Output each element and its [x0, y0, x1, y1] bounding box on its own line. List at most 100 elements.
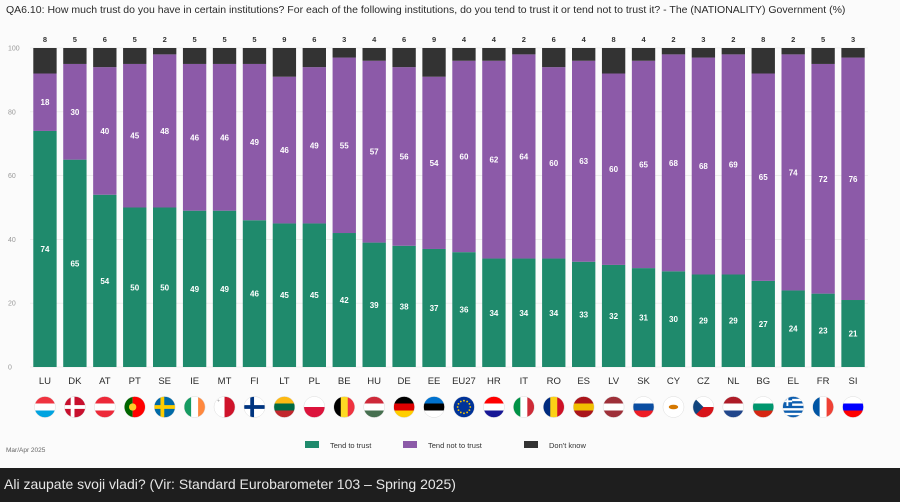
category-label: CY: [667, 376, 681, 387]
category-label: FI: [250, 376, 258, 387]
dont-know-value-label: 2: [522, 35, 526, 44]
trust-segment: [242, 220, 267, 367]
flag-icon: [94, 396, 116, 418]
not-trust-segment: [63, 63, 87, 160]
flag-icon: [662, 396, 685, 418]
y-tick-label: 80: [8, 109, 16, 116]
category-label: IE: [190, 376, 199, 387]
not-trust-value-label: 48: [160, 127, 169, 136]
trust-segment: [302, 223, 326, 367]
flag-icon: [513, 396, 535, 418]
category-label: IT: [520, 376, 529, 387]
not-trust-value-label: 45: [130, 132, 139, 141]
not-trust-segment: [661, 54, 686, 272]
trust-segment: [392, 245, 416, 367]
trust-value-label: 34: [489, 309, 498, 318]
dont-know-segment: [182, 48, 207, 64]
trust-segment: [452, 252, 476, 367]
trust-segment: [811, 293, 835, 367]
flag-icon: [124, 396, 146, 418]
flag-icon: [692, 396, 715, 418]
flag-icon: [602, 396, 625, 418]
dont-know-segment: [63, 48, 87, 64]
trust-value-label: 42: [340, 296, 349, 305]
dont-know-value-label: 4: [582, 35, 587, 44]
trust-value-label: 49: [190, 285, 199, 294]
flag-icon: [842, 396, 864, 418]
trust-value-label: 50: [130, 283, 139, 292]
category-label: AT: [99, 376, 111, 387]
not-trust-segment: [452, 60, 476, 253]
trust-segment: [182, 210, 207, 367]
dont-know-legend-label: Don't know: [549, 441, 586, 450]
not-trust-value-label: 65: [759, 173, 768, 182]
trust-value-label: 36: [460, 306, 469, 315]
dont-know-segment: [212, 48, 237, 64]
dont-know-segment: [422, 48, 446, 77]
not-trust-value-label: 65: [639, 160, 648, 169]
not-trust-segment: [601, 73, 626, 265]
dont-know-value-label: 3: [851, 35, 855, 44]
dont-know-value-label: 2: [671, 35, 675, 44]
category-label: RO: [547, 376, 561, 387]
image-caption: Ali zaupate svoji vladi? (Vir: Standard …: [4, 476, 456, 492]
category-label: EL: [787, 376, 799, 387]
category-label: HU: [367, 376, 381, 387]
svg-text:+: +: [217, 399, 220, 405]
category-label: SI: [849, 376, 858, 387]
trust-segment: [332, 233, 356, 367]
not-trust-value-label: 55: [340, 141, 349, 150]
dont-know-segment: [482, 48, 506, 61]
not-trust-segment: [123, 63, 147, 208]
not-trust-value-label: 74: [789, 168, 798, 177]
not-trust-value-label: 62: [489, 156, 498, 165]
chart-title: QA6.10: How much trust do you have in ce…: [6, 4, 846, 16]
flag-icon: [812, 396, 834, 418]
dont-know-segment: [302, 48, 326, 68]
dont-know-segment: [661, 48, 686, 55]
trust-value-label: 46: [250, 290, 259, 299]
category-label: SE: [158, 376, 171, 387]
flag-icon: [64, 396, 86, 418]
not-trust-segment: [212, 63, 237, 211]
dont-know-segment: [691, 48, 716, 58]
trust-segment: [482, 258, 506, 367]
category-label: BG: [756, 376, 770, 387]
dont-know-value-label: 5: [193, 35, 197, 44]
trust-legend-swatch: [305, 441, 319, 448]
not-trust-value-label: 60: [460, 152, 469, 161]
flag-icon: [393, 396, 415, 418]
flag-icon: [572, 396, 595, 418]
dont-know-value-label: 2: [731, 35, 735, 44]
dont-know-value-label: 8: [612, 35, 616, 44]
trust-segment: [691, 274, 716, 367]
dont-know-value-label: 5: [73, 35, 77, 44]
flag-icon: [722, 396, 745, 418]
flag-icon: [632, 396, 655, 418]
y-tick-label: 0: [8, 365, 12, 372]
flag-icon: [543, 396, 565, 418]
category-label: LV: [608, 376, 620, 387]
dont-know-segment: [153, 48, 177, 55]
trust-value-label: 34: [519, 309, 528, 318]
not-trust-segment: [302, 67, 326, 224]
dont-know-segment: [93, 48, 117, 68]
category-label: DE: [398, 376, 411, 387]
flag-icon: [782, 396, 804, 418]
not-trust-legend-label: Tend not to trust: [428, 441, 483, 450]
category-label: MT: [218, 376, 232, 387]
category-label: EU27: [452, 376, 476, 387]
dont-know-value-label: 6: [402, 35, 406, 44]
not-trust-segment: [512, 54, 536, 259]
dont-know-value-label: 3: [342, 35, 346, 44]
category-label: CZ: [697, 376, 710, 387]
dont-know-segment: [841, 48, 865, 58]
not-trust-value-label: 46: [280, 146, 289, 155]
trust-value-label: 37: [430, 304, 439, 313]
category-label: PL: [309, 376, 321, 387]
not-trust-segment: [841, 57, 865, 301]
trust-segment: [721, 274, 745, 367]
not-trust-value-label: 60: [609, 165, 618, 174]
flag-icon: +: [213, 396, 236, 418]
